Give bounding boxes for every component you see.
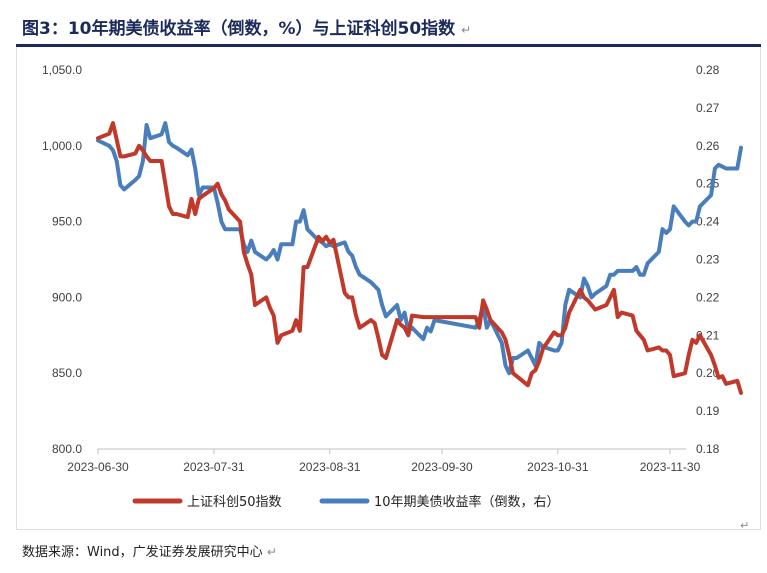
source-text: 数据来源：Wind，广发证券发展研究中心 xyxy=(22,545,263,560)
right-tick-label: 0.28 xyxy=(696,63,720,77)
series-line-star50 xyxy=(96,121,743,395)
series-line-ust10y-inverse xyxy=(96,121,743,376)
right-tick-label: 0.25 xyxy=(696,177,720,191)
right-tick-label: 0.27 xyxy=(696,101,720,115)
legend-item-star50-label: 上证科创50指数 xyxy=(187,495,282,510)
title-divider xyxy=(16,44,761,47)
chart-title-text: 图3：10年期美债收益率（倒数，%）与上证科创50指数 xyxy=(22,19,456,39)
left-tick-label: 800.0 xyxy=(52,442,82,456)
axes: 2023-06-30 2023-07-31 2023-08-31 2023-09-30… xyxy=(42,63,720,474)
legend: 上证科创50指数 10年期美债收益率（倒数，右） xyxy=(132,494,560,510)
x-tick-label: 2023-09-30 xyxy=(411,460,473,474)
right-tick-label: 0.20 xyxy=(696,366,720,380)
return-mark-icon: ↵ xyxy=(266,545,277,559)
x-tick-label: 2023-11-30 xyxy=(640,460,701,474)
source-note: 数据来源：Wind，广发证券发展研究中心 ↵ xyxy=(22,541,277,560)
x-tick-label: 2023-08-31 xyxy=(299,460,361,474)
right-tick-label: 0.23 xyxy=(696,253,720,267)
x-tick-label: 2023-10-31 xyxy=(527,460,589,474)
left-tick-label: 900.0 xyxy=(52,290,82,304)
right-tick-label: 0.24 xyxy=(696,215,720,229)
return-mark-icon: ↵ xyxy=(461,23,472,37)
left-tick-label: 1,050.0 xyxy=(42,63,82,77)
right-tick-label: 0.22 xyxy=(696,290,720,304)
left-tick-label: 950.0 xyxy=(52,215,82,229)
left-tick-label: 1,000.0 xyxy=(42,139,82,153)
x-tick-label: 2023-07-31 xyxy=(183,460,245,474)
chart-frame xyxy=(16,47,761,530)
left-tick-label: 850.0 xyxy=(52,366,82,380)
right-tick-label: 0.19 xyxy=(696,404,720,418)
right-tick-label: 0.18 xyxy=(696,442,720,456)
return-mark-icon: ↵ xyxy=(740,519,750,532)
chart-title: 图3：10年期美债收益率（倒数，%）与上证科创50指数 ↵ xyxy=(22,14,471,39)
right-tick-label: 0.26 xyxy=(696,139,720,153)
series-lines xyxy=(96,121,743,395)
legend-item-ust10y-inverse-label: 10年期美债收益率（倒数，右） xyxy=(374,494,560,510)
x-tick-label: 2023-06-30 xyxy=(67,460,129,474)
